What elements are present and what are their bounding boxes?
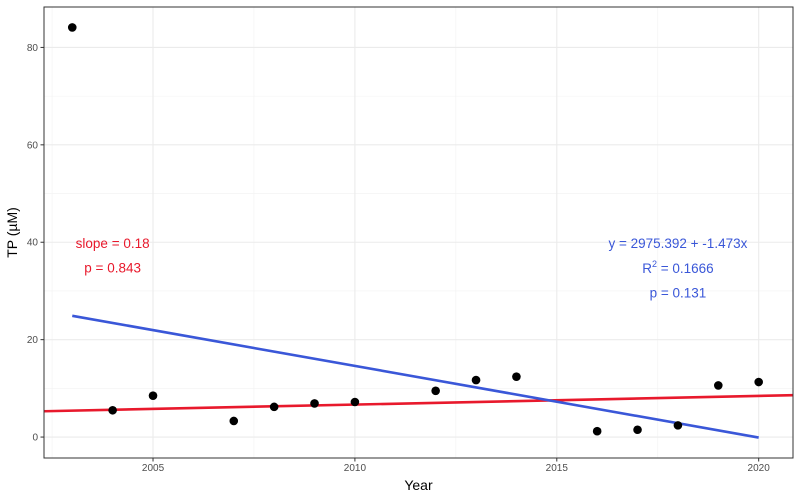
major-gridlines xyxy=(44,7,793,458)
y-tick-label: 0 xyxy=(32,433,38,444)
blue-p-label: p = 0.131 xyxy=(650,285,707,300)
x-axis-title: Year xyxy=(404,477,433,493)
x-tick-label: 2020 xyxy=(748,463,771,474)
data-point xyxy=(350,397,360,407)
data-point xyxy=(67,23,77,32)
panel-border xyxy=(43,6,794,459)
y-tick-label: 80 xyxy=(27,43,39,54)
blue-equation-label: y = 2975.392 + -1.473x xyxy=(608,236,747,251)
data-point xyxy=(754,377,763,387)
minor-gridlines xyxy=(44,7,793,458)
data-point xyxy=(633,425,642,435)
r2-prefix: R xyxy=(642,261,652,276)
red-p-label: p = 0.843 xyxy=(84,261,141,276)
blue-r2-label: R2 = 0.1666 xyxy=(642,259,713,276)
annotations: slope = 0.18 p = 0.843 y = 2975.392 + -1… xyxy=(76,236,748,300)
x-tick-label: 2015 xyxy=(546,463,569,474)
y-tick-label: 20 xyxy=(27,335,39,346)
y-axis-ticks: 0 20 40 60 80 xyxy=(27,43,44,444)
y-tick-label: 60 xyxy=(27,140,39,151)
data-point xyxy=(512,372,521,381)
y-tick-label: 40 xyxy=(27,238,39,249)
r2-superscript: 2 xyxy=(652,259,657,269)
x-tick-label: 2005 xyxy=(142,463,165,474)
data-point xyxy=(471,375,481,385)
data-point xyxy=(673,421,683,430)
data-point xyxy=(148,391,158,400)
data-point xyxy=(269,402,279,412)
data-point xyxy=(592,426,602,436)
red-trend-line xyxy=(43,393,794,413)
data-point xyxy=(714,381,723,390)
x-axis-ticks: 2005 2010 2015 2020 xyxy=(142,458,770,474)
x-tick-label: 2010 xyxy=(344,463,367,474)
data-point xyxy=(229,416,239,426)
trend-lines xyxy=(43,314,794,439)
r2-value: = 0.1666 xyxy=(657,261,714,276)
y-axis-title: TP (µM) xyxy=(4,207,20,258)
data-point xyxy=(310,399,319,408)
red-slope-label: slope = 0.18 xyxy=(76,236,150,251)
data-point xyxy=(108,405,117,415)
data-point xyxy=(431,386,440,396)
data-points xyxy=(67,23,763,436)
blue-trend-line xyxy=(72,314,759,439)
